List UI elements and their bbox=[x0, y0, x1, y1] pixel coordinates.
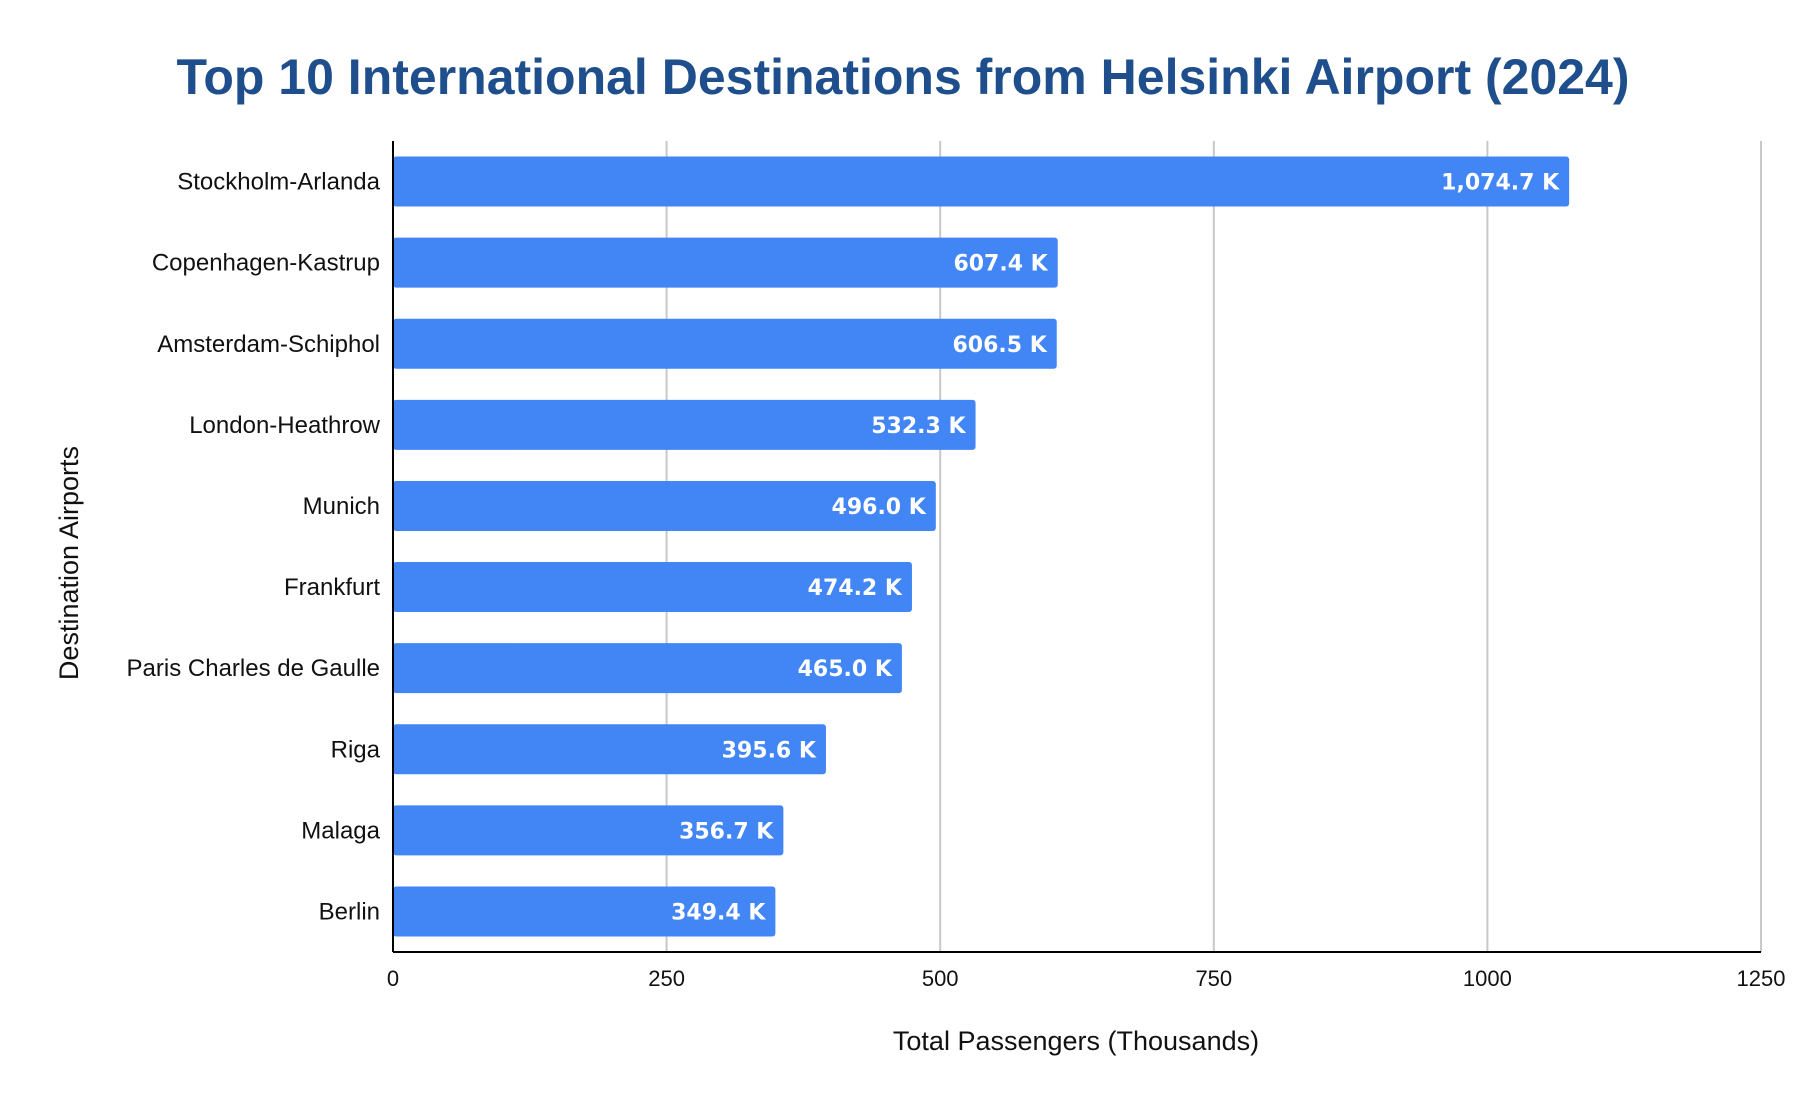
y-category-label-amsterdam-schiphol: Amsterdam-Schiphol bbox=[157, 331, 380, 358]
data-label-amsterdam-schiphol: 606.5 K bbox=[952, 333, 1047, 358]
chart-title: Top 10 International Destinations from H… bbox=[176, 49, 1629, 105]
data-label-paris-charles-de-gaulle: 465.0 K bbox=[798, 657, 893, 682]
data-label-london-heathrow: 532.3 K bbox=[871, 414, 966, 439]
y-category-label-paris-charles-de-gaulle: Paris Charles de Gaulle bbox=[127, 655, 380, 682]
bar-berlin bbox=[393, 886, 776, 937]
y-axis-title: Destination Airports bbox=[54, 446, 84, 680]
bar-riga bbox=[393, 724, 826, 775]
x-tick-label-1000: 1000 bbox=[1463, 966, 1512, 991]
data-label-berlin: 349.4 K bbox=[671, 900, 766, 925]
x-tick-label-750: 750 bbox=[1195, 966, 1232, 991]
data-label-munich: 496.0 K bbox=[832, 495, 927, 520]
y-category-label-frankfurt: Frankfurt bbox=[284, 574, 380, 601]
bar-frankfurt bbox=[393, 562, 912, 613]
y-category-label-malaga: Malaga bbox=[301, 817, 380, 844]
y-category-label-copenhagen-kastrup: Copenhagen-Kastrup bbox=[152, 250, 380, 277]
y-category-label-riga: Riga bbox=[331, 736, 381, 763]
bar-london-heathrow bbox=[393, 399, 976, 450]
y-category-label-stockholm-arlanda: Stockholm-Arlanda bbox=[177, 169, 380, 196]
x-tick-label-500: 500 bbox=[922, 966, 959, 991]
x-axis-title: Total Passengers (Thousands) bbox=[893, 1026, 1259, 1056]
bar-munich bbox=[393, 480, 936, 531]
data-label-frankfurt: 474.2 K bbox=[808, 576, 903, 601]
y-category-label-berlin: Berlin bbox=[319, 898, 380, 925]
y-category-label-munich: Munich bbox=[303, 493, 380, 520]
bar-amsterdam-schiphol bbox=[393, 318, 1057, 369]
data-label-malaga: 356.7 K bbox=[679, 819, 774, 844]
bar-paris-charles-de-gaulle bbox=[393, 643, 902, 694]
data-label-stockholm-arlanda: 1,074.7 K bbox=[1441, 171, 1560, 196]
x-tick-label-250: 250 bbox=[648, 966, 685, 991]
x-tick-label-0: 0 bbox=[387, 966, 399, 991]
bars: 1,074.7 K 607.4 K 606.5 K 532.3 K 496.0 K 474… bbox=[393, 156, 1570, 937]
axes: 0 250 500 750 1000 1250 Stockholm-Arlanda Copen… bbox=[127, 141, 1786, 991]
data-label-copenhagen-kastrup: 607.4 K bbox=[953, 252, 1048, 277]
bar-stockholm-arlanda bbox=[393, 156, 1570, 207]
data-label-riga: 395.6 K bbox=[722, 738, 817, 763]
x-tick-label-1250: 1250 bbox=[1737, 966, 1786, 991]
bar-malaga bbox=[393, 805, 784, 856]
bar-copenhagen-kastrup bbox=[393, 237, 1058, 288]
y-category-label-london-heathrow: London-Heathrow bbox=[189, 412, 380, 439]
